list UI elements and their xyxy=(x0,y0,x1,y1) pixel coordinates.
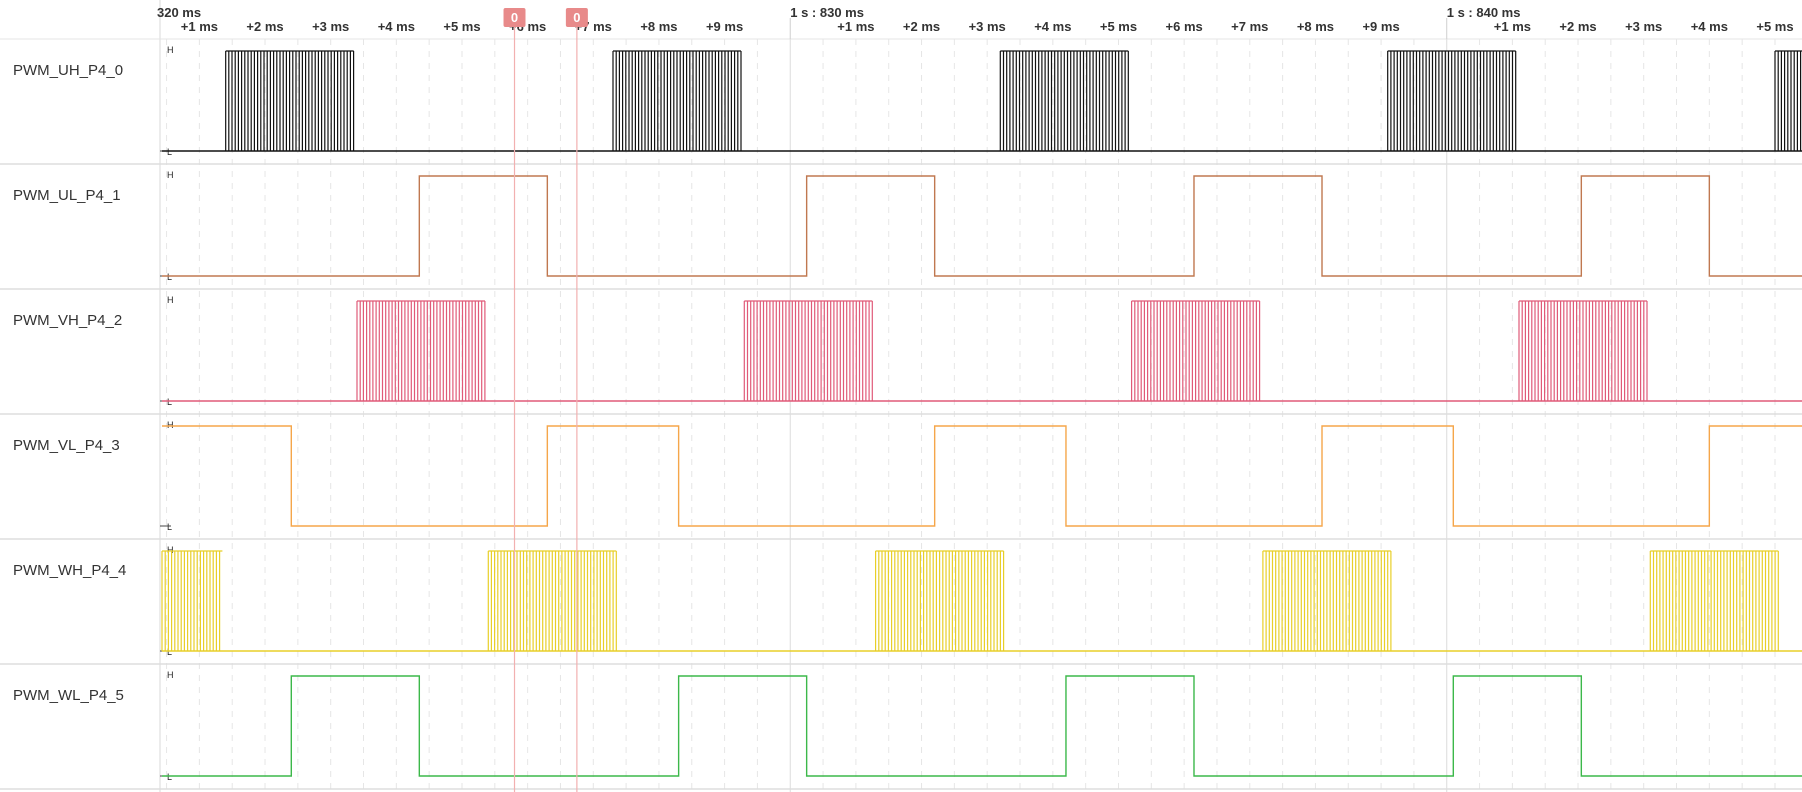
time-tick-label: +2 ms xyxy=(1559,19,1596,34)
pwm-pulse-train xyxy=(1649,550,1779,651)
level-high-label: H xyxy=(167,45,174,55)
waveform-pwm-uh-p4-0[interactable]: HL xyxy=(160,45,1802,157)
time-tick-label: +3 ms xyxy=(969,19,1006,34)
time-tick-label: +4 ms xyxy=(378,19,415,34)
pwm-pulse-train xyxy=(161,550,223,651)
channel-label-pwm-wl-p4-5[interactable]: PWM_WL_P4_5 xyxy=(13,687,124,704)
step-signal-path xyxy=(162,425,1802,527)
step-signal-path xyxy=(162,175,1802,277)
level-low-label: L xyxy=(167,272,172,282)
time-origin-label: 320 ms xyxy=(157,5,201,20)
pwm-pulse-train xyxy=(743,300,873,401)
time-tick-label: +4 ms xyxy=(1034,19,1071,34)
waveform-pwm-vl-p4-3[interactable]: HL xyxy=(160,420,1802,532)
level-low-label: L xyxy=(167,772,172,782)
pwm-burst xyxy=(999,50,1129,151)
channel-label-pwm-vh-p4-2[interactable]: PWM_VH_P4_2 xyxy=(13,312,123,329)
time-tick-label: +8 ms xyxy=(640,19,677,34)
time-origin-label: 1 s : 840 ms xyxy=(1447,5,1521,20)
waveform-pwm-ul-p4-1[interactable]: HL xyxy=(160,170,1802,282)
channel-label-pwm-wh-p4-4[interactable]: PWM_WH_P4_4 xyxy=(13,562,127,579)
time-tick-label: +6 ms xyxy=(1166,19,1203,34)
time-origin-label: 1 s : 830 ms xyxy=(790,5,864,20)
time-tick-label: +5 ms xyxy=(443,19,480,34)
cursor-marker-flag[interactable] xyxy=(565,8,588,27)
pwm-burst xyxy=(1387,50,1517,151)
pwm-pulse-train xyxy=(1262,550,1392,651)
channel-label-column: PWM_UH_P4_0 PWM_UL_P4_1 PWM_VH_P4_2 PWM_… xyxy=(0,0,160,792)
level-high-label: H xyxy=(167,170,174,180)
pwm-pulse-train xyxy=(356,300,486,401)
pwm-pulse-train xyxy=(999,50,1129,151)
waveform-pwm-wh-p4-4[interactable]: HL xyxy=(160,545,1802,657)
pwm-pulse-train xyxy=(1518,300,1648,401)
pwm-burst xyxy=(225,50,355,151)
pwm-pulse-train xyxy=(1387,50,1517,151)
pwm-burst xyxy=(161,550,223,651)
waveform-pwm-vh-p4-2[interactable]: HL xyxy=(160,295,1802,407)
time-tick-label: +3 ms xyxy=(1625,19,1662,34)
time-tick-label: +5 ms xyxy=(1756,19,1793,34)
level-low-label: L xyxy=(167,147,172,157)
pwm-pulse-train xyxy=(225,50,355,151)
level-low-label: L xyxy=(167,647,172,657)
pwm-burst xyxy=(1518,300,1648,401)
level-high-label: H xyxy=(167,545,174,555)
pwm-pulse-train xyxy=(1131,300,1261,401)
pwm-burst xyxy=(875,550,1005,651)
channel-label-pwm-vl-p4-3[interactable]: PWM_VL_P4_3 xyxy=(13,437,120,454)
waveform-pwm-wl-p4-5[interactable]: HL xyxy=(160,670,1802,782)
pwm-burst xyxy=(743,300,873,401)
pwm-pulse-train xyxy=(875,550,1005,651)
time-tick-label: +1 ms xyxy=(837,19,874,34)
level-low-label: L xyxy=(167,397,172,407)
time-tick-label: +5 ms xyxy=(1100,19,1137,34)
time-tick-label: +1 ms xyxy=(1494,19,1531,34)
pwm-burst xyxy=(1774,50,1802,151)
step-signal-path xyxy=(162,675,1802,777)
pwm-burst xyxy=(1131,300,1261,401)
time-tick-label: +1 ms xyxy=(181,19,218,34)
time-tick-label: +4 ms xyxy=(1691,19,1728,34)
level-high-label: H xyxy=(167,295,174,305)
pwm-pulse-train xyxy=(1774,50,1802,151)
time-tick-label: +3 ms xyxy=(312,19,349,34)
time-tick-label: +2 ms xyxy=(246,19,283,34)
cursor-marker-label: 0 xyxy=(573,10,580,25)
pwm-pulse-train xyxy=(487,550,617,651)
channel-label-pwm-ul-p4-1[interactable]: PWM_UL_P4_1 xyxy=(13,187,121,204)
pwm-pulse-train xyxy=(612,50,742,151)
level-high-label: H xyxy=(167,670,174,680)
level-high-label: H xyxy=(167,420,174,430)
cursor-marker-label: 0 xyxy=(511,10,518,25)
pwm-burst xyxy=(612,50,742,151)
pwm-burst xyxy=(487,550,617,651)
time-tick-label: +7 ms xyxy=(1231,19,1268,34)
time-grid xyxy=(166,39,1776,792)
time-tick-label: +2 ms xyxy=(903,19,940,34)
time-tick-label: +9 ms xyxy=(706,19,743,34)
time-tick-label: +9 ms xyxy=(1362,19,1399,34)
pwm-burst xyxy=(1262,550,1392,651)
pwm-burst xyxy=(356,300,486,401)
pwm-burst xyxy=(1649,550,1779,651)
level-low-label: L xyxy=(167,522,172,532)
cursor-marker-flag[interactable] xyxy=(503,8,526,27)
channel-label-pwm-uh-p4-0[interactable]: PWM_UH_P4_0 xyxy=(13,62,124,79)
time-tick-label: +8 ms xyxy=(1297,19,1334,34)
